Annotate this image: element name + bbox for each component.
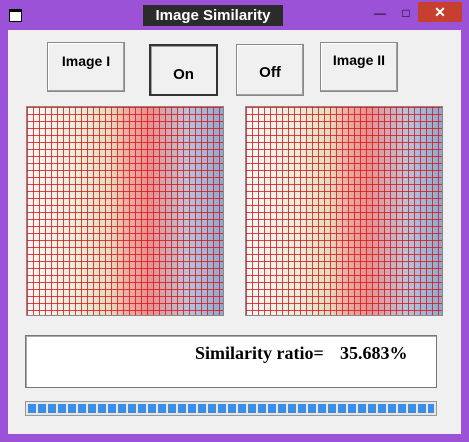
image-one	[26, 106, 224, 316]
window-icon	[9, 9, 22, 22]
progress-bar	[25, 401, 437, 416]
maximize-button[interactable]: □	[402, 6, 410, 20]
image-one-button[interactable]: Image I	[47, 42, 125, 92]
close-button[interactable]: ✕	[418, 2, 462, 22]
image-two	[245, 106, 443, 316]
title-background	[143, 5, 283, 26]
result-value: 35.683%	[340, 343, 408, 363]
minimize-button[interactable]: —	[374, 6, 386, 20]
progress-fill	[28, 404, 434, 413]
result-label: Similarity ratio=	[195, 343, 324, 363]
image-two-button[interactable]: Image II	[320, 42, 398, 92]
off-button[interactable]: Off	[236, 44, 304, 96]
on-button[interactable]: On	[149, 44, 218, 96]
window-title: Image Similarity	[155, 7, 271, 24]
result-box	[25, 335, 437, 388]
